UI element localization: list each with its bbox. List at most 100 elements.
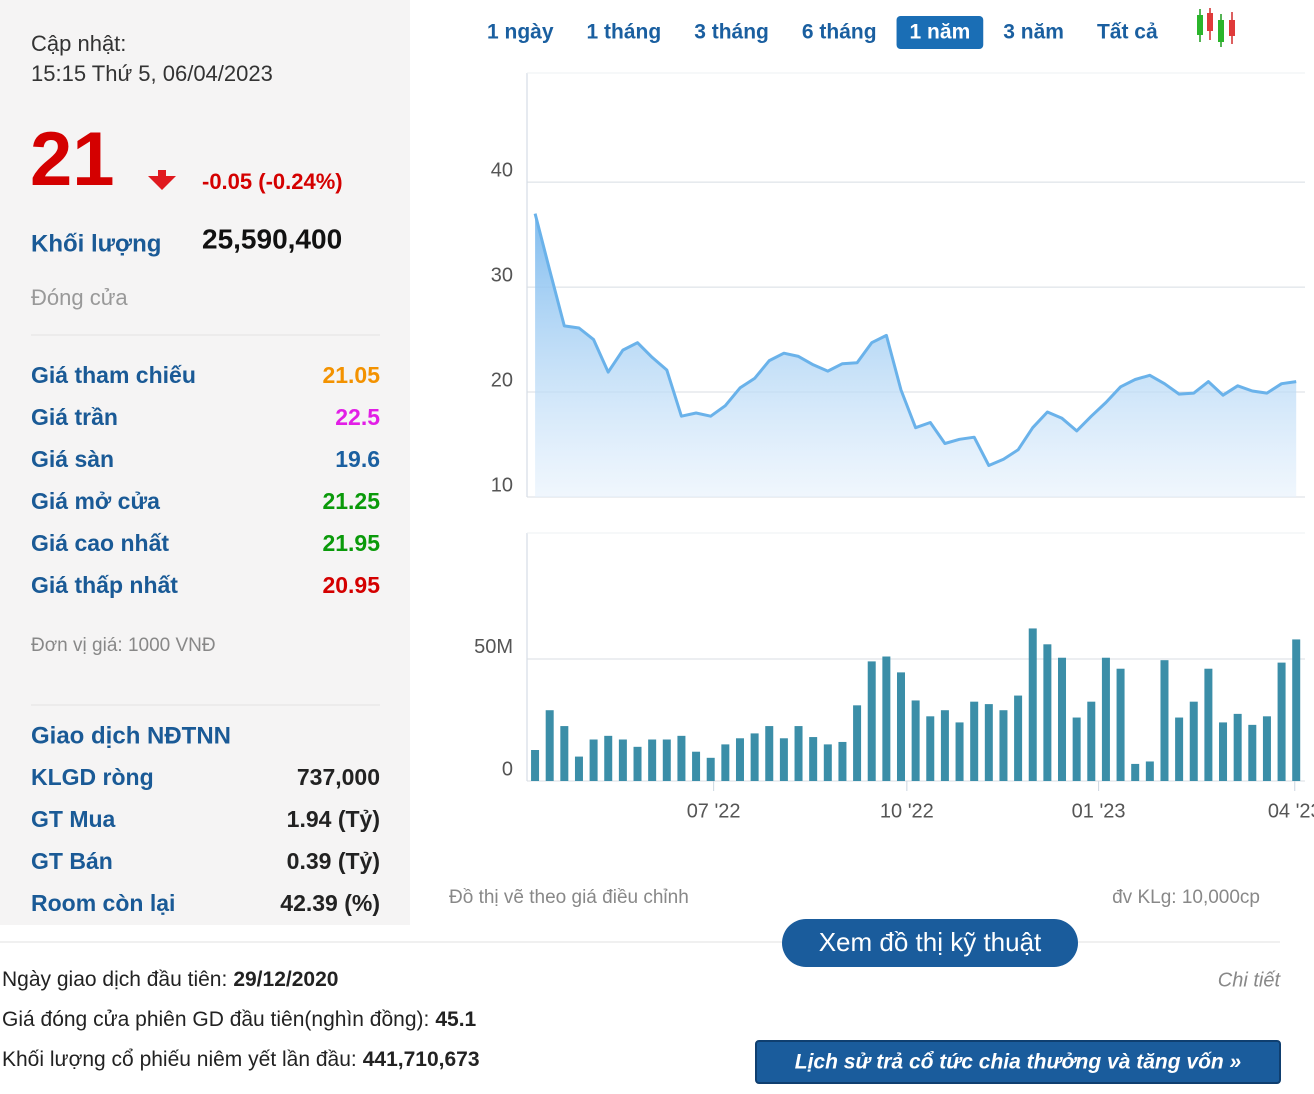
listing-row: Giá đóng cửa phiên GD đầu tiên(nghìn đồn… (2, 1008, 477, 1031)
unit-note: Đơn vị giá: 1000 VNĐ (31, 635, 216, 656)
volume-bar (735, 738, 744, 781)
listing-value: 29/12/2020 (233, 968, 338, 991)
stat-label: Giá thấp nhất (31, 572, 178, 598)
y-tick-label: 0 (502, 758, 513, 780)
range-tab[interactable]: 1 năm (910, 21, 971, 44)
candle-icon[interactable] (1197, 8, 1235, 47)
foreign-label: Room còn lại (31, 890, 175, 916)
y-tick-label: 50M (474, 636, 513, 658)
details-link[interactable]: Chi tiết (1218, 969, 1282, 991)
price-line (533, 213, 1297, 467)
range-tab[interactable]: 6 tháng (802, 21, 877, 44)
volume-bar (1028, 628, 1037, 781)
volume-bar (1204, 668, 1213, 781)
foreign-label: GT Bán (31, 848, 113, 874)
listing-value: 441,710,673 (363, 1048, 480, 1071)
tech-button-bg[interactable] (782, 919, 1078, 967)
volume-bar (955, 722, 964, 781)
volume-bar (823, 744, 832, 781)
volume-value: 25,590,400 (202, 223, 342, 254)
price: 21 (30, 117, 115, 202)
history-button-bg[interactable] (755, 1040, 1281, 1084)
volume-bar (618, 739, 627, 781)
volume-label: Khối lượng (31, 230, 161, 257)
foreign-value: 42.39 (%) (280, 890, 380, 916)
history-button[interactable]: Lịch sử trả cổ tức chia thưởng và tăng v… (795, 1051, 1242, 1074)
volume-bar (1277, 662, 1286, 781)
volume-bar (1219, 722, 1228, 781)
price-area (535, 213, 1297, 497)
tech-button[interactable]: Xem đồ thị kỹ thuật (819, 927, 1042, 957)
range-tab[interactable]: 1 tháng (587, 21, 662, 44)
volume-bar (794, 726, 803, 781)
volume-bar (1131, 763, 1140, 781)
foreign-title: Giao dịch NĐTNN (31, 722, 231, 749)
volume-bar (1175, 717, 1184, 781)
x-tick-label: 04 '23 (1268, 800, 1314, 822)
volume-bar (838, 741, 847, 781)
volume-bar (574, 756, 583, 781)
range-tab[interactable]: 3 năm (1003, 21, 1064, 44)
volume-bar (853, 705, 862, 781)
volume-bar (750, 733, 759, 781)
stat-value: 22.5 (335, 404, 380, 430)
volume-bar (1292, 639, 1301, 781)
stat-label: Giá trần (31, 404, 118, 430)
price-change: -0.05 (-0.24%) (202, 169, 343, 194)
volume-bar (1248, 724, 1257, 781)
foreign-value: 737,000 (297, 764, 380, 790)
listing-label: Khối lượng cổ phiếu niêm yết lần đầu: (2, 1048, 357, 1071)
volume-bar (545, 710, 554, 781)
x-tick-label: 01 '23 (1072, 800, 1126, 822)
volume-bar (692, 751, 701, 781)
volume-bar (677, 735, 686, 781)
listing-row: Khối lượng cổ phiếu niêm yết lần đầu: 441… (2, 1048, 480, 1071)
volume-bar (662, 739, 671, 781)
volume-bar (604, 735, 613, 781)
volume-bar (984, 704, 993, 781)
tab-active-bg[interactable] (896, 16, 984, 49)
volume-bar (531, 750, 540, 781)
volume-bar (589, 739, 598, 781)
volume-bar (1145, 761, 1154, 781)
range-tab[interactable]: 1 ngày (487, 21, 554, 44)
stat-value: 21.25 (322, 488, 380, 514)
stat-label: Giá mở cửa (31, 488, 160, 514)
x-tick-label: 10 '22 (880, 800, 934, 822)
volume-bar (867, 661, 876, 781)
y-tick-label: 20 (491, 369, 513, 391)
stat-label: Giá sàn (31, 446, 114, 472)
volume-bar (1072, 717, 1081, 781)
foreign-label: KLGD ròng (31, 764, 154, 790)
volume-bar (633, 746, 642, 781)
volume-bar (765, 726, 774, 781)
volume-bar (648, 739, 657, 781)
volume-bar (779, 738, 788, 781)
update-label: Cập nhật: (31, 31, 126, 56)
x-tick-label: 07 '22 (687, 800, 741, 822)
foreign-value: 1.94 (Tỷ) (287, 806, 380, 832)
volume-bar (896, 672, 905, 781)
foreign-value: 0.39 (Tỷ) (287, 848, 380, 874)
stat-value: 21.05 (322, 362, 380, 388)
y-tick-label: 30 (491, 264, 513, 286)
listing-value: 45.1 (435, 1008, 476, 1031)
volume-bar (999, 710, 1008, 781)
range-tab[interactable]: Tất cả (1097, 21, 1158, 44)
volume-bar (721, 744, 730, 781)
stat-value: 19.6 (335, 446, 380, 472)
chart-note: Đồ thị vẽ theo giá điều chỉnh (449, 887, 689, 908)
volume-bar (1043, 644, 1052, 781)
y-tick-label: 40 (491, 159, 513, 181)
stat-value: 20.95 (322, 572, 380, 598)
listing-row: Ngày giao dịch đầu tiên: 29/12/2020 (2, 968, 338, 991)
range-tab[interactable]: 3 tháng (694, 21, 769, 44)
side-panel (0, 0, 410, 925)
volume-bar (1014, 695, 1023, 781)
volume-bar (809, 737, 818, 781)
stat-label: Giá tham chiếu (31, 362, 196, 388)
volume-bar (1160, 660, 1169, 781)
stat-label: Giá cao nhất (31, 530, 169, 556)
